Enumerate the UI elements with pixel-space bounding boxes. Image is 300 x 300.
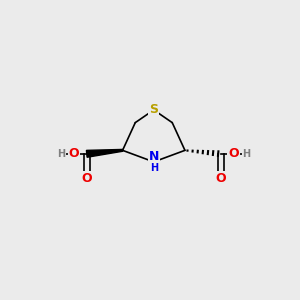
Text: N: N	[148, 150, 159, 163]
Text: O: O	[215, 172, 226, 184]
Text: S: S	[149, 103, 158, 116]
Text: O: O	[81, 172, 92, 184]
Text: H: H	[150, 163, 158, 173]
Text: O: O	[228, 147, 239, 160]
Text: H: H	[242, 149, 251, 159]
Polygon shape	[86, 149, 123, 157]
Text: O: O	[69, 147, 80, 160]
Text: H: H	[57, 149, 65, 159]
